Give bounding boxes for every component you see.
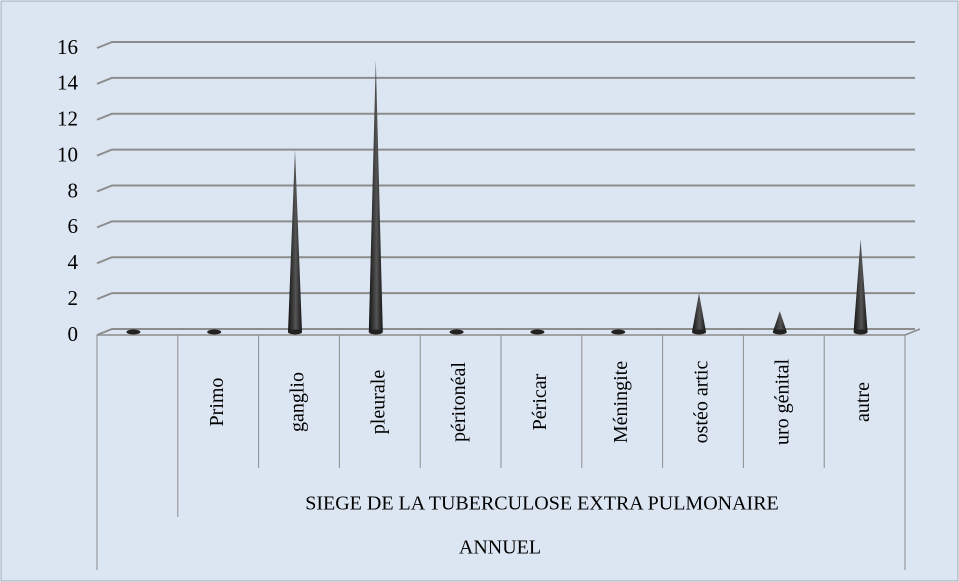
cone-base bbox=[853, 329, 868, 335]
cone-base bbox=[207, 329, 222, 335]
floor-side bbox=[904, 328, 921, 336]
grid-line bbox=[96, 328, 915, 336]
cone-base bbox=[449, 329, 464, 335]
x-tick-label: péritonéal bbox=[448, 362, 470, 442]
cone-base bbox=[692, 329, 706, 335]
y-tick-label: 6 bbox=[68, 214, 79, 238]
y-tick-label: 10 bbox=[57, 142, 78, 166]
x-tick-label: ostéo artic bbox=[691, 361, 713, 444]
grid-line bbox=[96, 220, 915, 229]
cone-base bbox=[772, 329, 787, 335]
grid-line bbox=[96, 292, 915, 301]
x-tick-label: Méningite bbox=[610, 361, 632, 443]
grid-line bbox=[96, 76, 915, 85]
y-tick-label: 8 bbox=[68, 178, 79, 202]
y-tick-label: 14 bbox=[57, 71, 79, 95]
cone bbox=[853, 239, 868, 332]
cone bbox=[772, 311, 787, 332]
x-tick-label: uro génital bbox=[771, 359, 793, 446]
cone-base bbox=[126, 329, 141, 335]
x-tick-label: ganglio bbox=[287, 372, 309, 432]
x-tick-label: pleurale bbox=[367, 370, 389, 435]
y-tick-label: 16 bbox=[57, 35, 78, 59]
cone-base bbox=[530, 329, 545, 335]
grid-line bbox=[96, 41, 915, 49]
cone-base bbox=[288, 329, 302, 335]
group-label: ANNUEL bbox=[459, 537, 541, 559]
group-label: SIEGE DE LA TUBERCULOSE EXTRA PULMONAIRE bbox=[305, 493, 779, 515]
grid-line bbox=[96, 184, 915, 193]
y-tick-label: 12 bbox=[57, 107, 78, 131]
grid-line bbox=[96, 256, 915, 265]
y-tick-label: 4 bbox=[68, 250, 79, 274]
grid-line bbox=[96, 112, 915, 121]
y-tick-label: 0 bbox=[68, 322, 79, 346]
grid-line bbox=[96, 148, 915, 157]
x-tick-label: Péricar bbox=[529, 373, 551, 430]
cone bbox=[368, 59, 383, 332]
x-tick-label: autre bbox=[852, 382, 874, 422]
cone bbox=[692, 293, 706, 332]
cone bbox=[288, 149, 302, 332]
y-tick-label: 2 bbox=[68, 286, 79, 310]
x-tick-label: Primo bbox=[206, 378, 228, 427]
cone-base bbox=[368, 329, 383, 335]
cone-base bbox=[611, 329, 626, 335]
